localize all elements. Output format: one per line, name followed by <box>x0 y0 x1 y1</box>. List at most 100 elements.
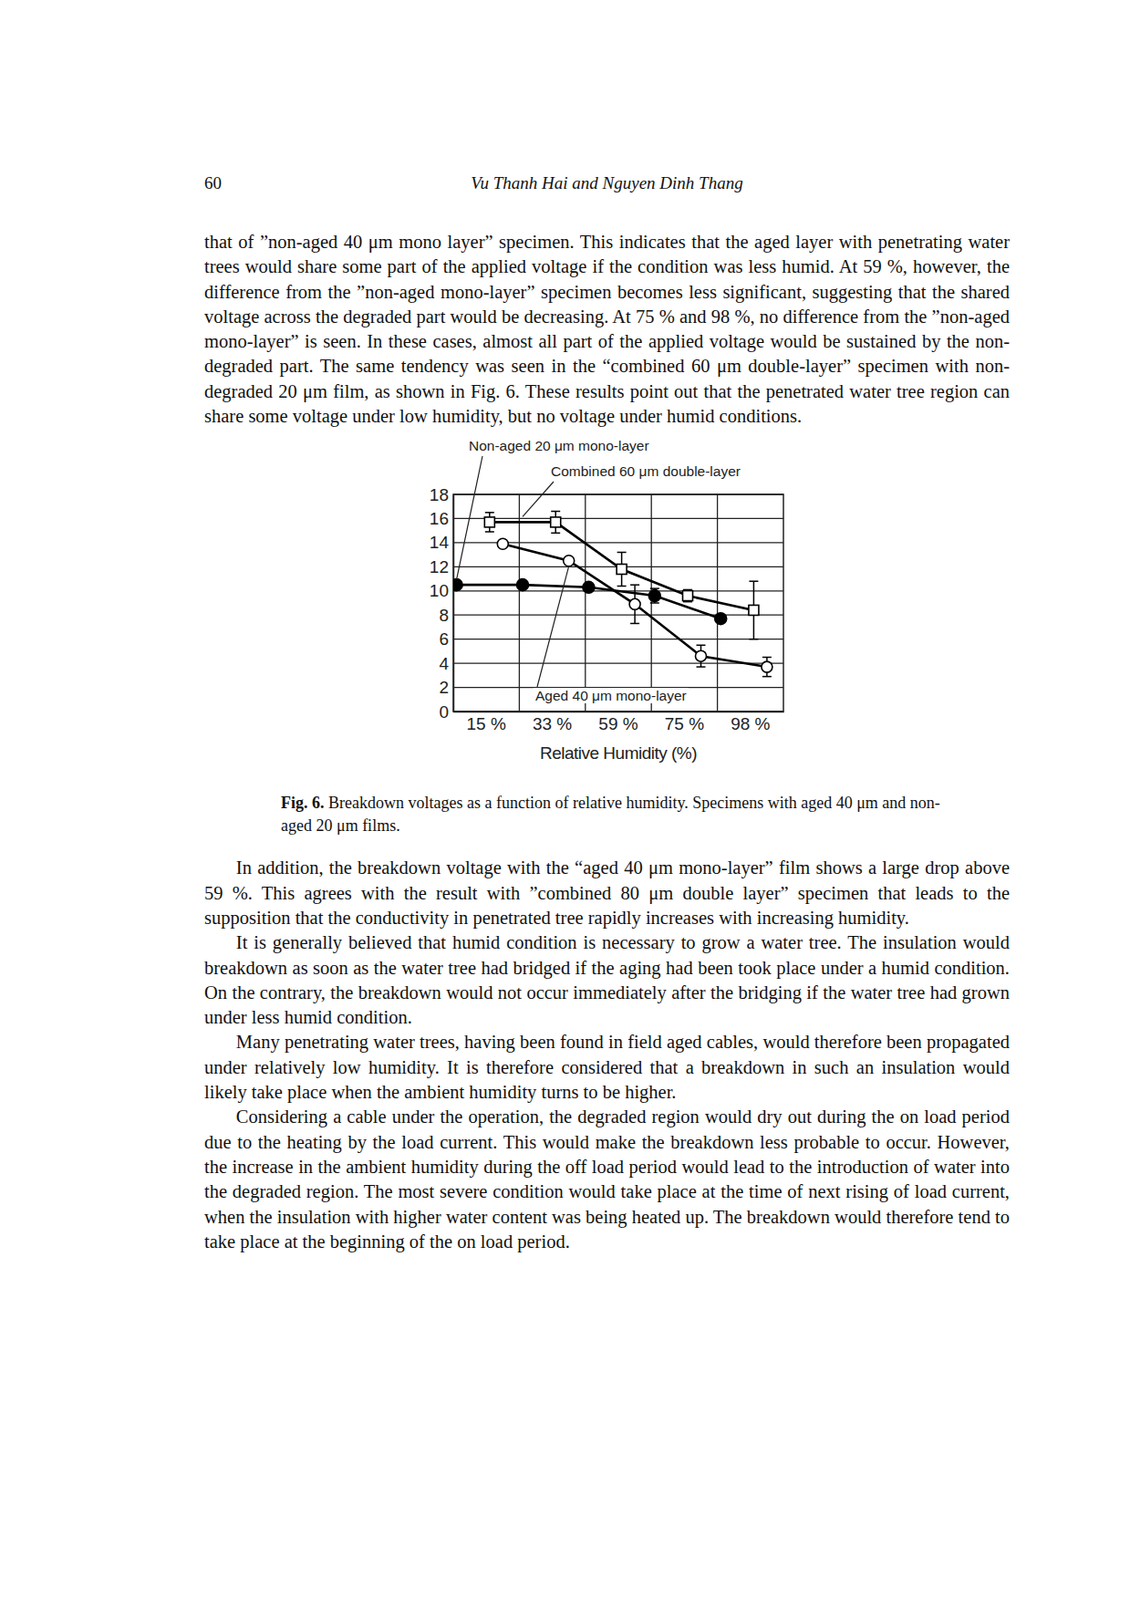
x-tick: 15 % <box>466 711 507 734</box>
data-point <box>484 517 495 528</box>
error-bar <box>683 590 693 602</box>
y-tick-label: 2 <box>438 678 449 698</box>
series-label: Non-aged 20 μm mono-layer <box>468 437 650 454</box>
y-tick: 16 <box>429 508 454 529</box>
error-bar-cap <box>550 510 560 513</box>
error-bar-cap <box>650 588 660 591</box>
y-tick-label: 14 <box>429 533 450 553</box>
data-point <box>497 539 508 550</box>
paragraph: Considering a cable under the operation,… <box>204 1104 1010 1255</box>
error-bar-cap <box>630 622 640 625</box>
error-bar <box>485 512 495 532</box>
y-tick-label: 16 <box>429 508 449 529</box>
error-bar <box>550 511 560 534</box>
y-tick: 8 <box>438 605 454 625</box>
x-axis: 15 % 33 % 59 % 75 % 98 % <box>454 711 785 734</box>
y-tick: 6 <box>438 630 454 650</box>
y-tick: 12 <box>429 557 454 577</box>
data-point <box>582 581 595 594</box>
x-tick: 59 % <box>598 711 638 734</box>
error-bar-cap <box>748 580 758 583</box>
error-bar-cap <box>630 584 640 587</box>
leader-line <box>456 456 483 580</box>
data-point <box>453 579 463 591</box>
y-tick-label: 18 <box>429 485 449 505</box>
data-point <box>683 590 694 602</box>
x-axis-line <box>454 711 785 714</box>
data-point <box>629 599 641 611</box>
y-tick-label: 4 <box>438 653 449 674</box>
y-axis-line <box>453 495 456 713</box>
x-tick: 98 % <box>730 711 770 734</box>
grid-line-y <box>453 518 784 519</box>
error-bar-cap <box>485 511 495 514</box>
x-tick-label: 15 % <box>466 715 507 735</box>
grid-line-x <box>518 494 520 712</box>
leader-line <box>537 566 570 687</box>
error-bar-cap <box>617 551 627 554</box>
content: that of ”non-aged 40 μm mono layer” spec… <box>204 229 1010 1255</box>
y-tick: 2 <box>438 678 454 698</box>
marks <box>453 511 773 677</box>
data-point <box>761 661 773 673</box>
paragraph: Many penetrating water trees, having bee… <box>204 1029 1010 1105</box>
y-tick-label: 0 <box>438 702 449 722</box>
header: 60Vu Thanh Hai and Nguyen Dinh Thang <box>204 173 1010 199</box>
series-line <box>502 544 768 668</box>
error-bar-cap <box>650 602 660 605</box>
caption-text: Breakdown voltages as a function of rela… <box>280 793 941 835</box>
series-line <box>489 522 755 612</box>
paragraph: It is generally believed that humid cond… <box>204 930 1010 1030</box>
page-number: 60 <box>204 173 222 194</box>
y-tick-label: 6 <box>438 630 449 650</box>
label-background <box>533 687 689 704</box>
x-tick: 75 % <box>664 711 705 734</box>
error-bar-cap <box>485 531 495 534</box>
paragraph: In addition, the breakdown voltage with … <box>204 855 1010 931</box>
x-tick-label: 98 % <box>730 715 770 735</box>
y-tick-label: 10 <box>429 581 449 602</box>
data-point <box>648 590 661 602</box>
error-bar-cap <box>762 656 772 659</box>
x-tick-label: 75 % <box>664 715 705 735</box>
error-bar-cap <box>696 666 706 669</box>
x-tick-label: 33 % <box>532 715 572 735</box>
error-bar-cap <box>762 675 772 678</box>
paragraph: that of ”non-aged 40 μm mono layer” spec… <box>204 229 1010 429</box>
error-bar <box>630 585 640 624</box>
x-tick-label: 59 % <box>598 715 638 735</box>
y-tick: 18 <box>429 485 454 505</box>
error-bar <box>696 645 706 668</box>
plot: 0 2 4 6 8 10 12 14 16 18 15 % 33 % 59 % 75 % 98 % <box>429 485 785 735</box>
y-tick: 10 <box>429 581 454 602</box>
data-point <box>748 605 759 616</box>
error-bar <box>617 552 627 587</box>
grid-line-y <box>453 663 784 664</box>
grid-line-y <box>453 638 784 640</box>
leader-line <box>522 481 554 517</box>
grid-line-x <box>584 494 586 712</box>
data-point <box>695 651 707 663</box>
error-bar-cap <box>696 644 706 647</box>
error-bar-cap <box>748 638 758 641</box>
y-tick-label: 12 <box>429 557 449 577</box>
caption: Fig. 6. Breakdown voltages as a function… <box>280 791 942 838</box>
y-tick: 4 <box>438 653 454 674</box>
data-point <box>563 555 575 567</box>
plot-frame <box>453 494 784 712</box>
error-bar-cap <box>617 585 627 588</box>
y-tick-label: 8 <box>438 605 449 625</box>
grid-line-y <box>453 614 784 616</box>
data-point <box>517 579 529 591</box>
error-bar <box>748 581 758 640</box>
y-tick: 0 <box>438 702 454 722</box>
error-bar-cap <box>550 532 560 535</box>
running-head: Vu Thanh Hai and Nguyen Dinh Thang <box>204 173 1010 194</box>
x-tick: 33 % <box>532 711 572 734</box>
figure: 0 2 4 6 8 10 12 14 16 18 15 % 33 % 59 % 75 % 98 % Relat… <box>204 428 1010 776</box>
x-axis-title: Relative Humidity (%) <box>539 743 697 763</box>
error-bar <box>762 657 772 677</box>
caption-label: Fig. 6. <box>280 793 325 812</box>
series-label: Aged 40 μm mono-layer <box>535 687 687 704</box>
page: 60Vu Thanh Hai and Nguyen Dinh Thang tha… <box>0 0 1130 1600</box>
